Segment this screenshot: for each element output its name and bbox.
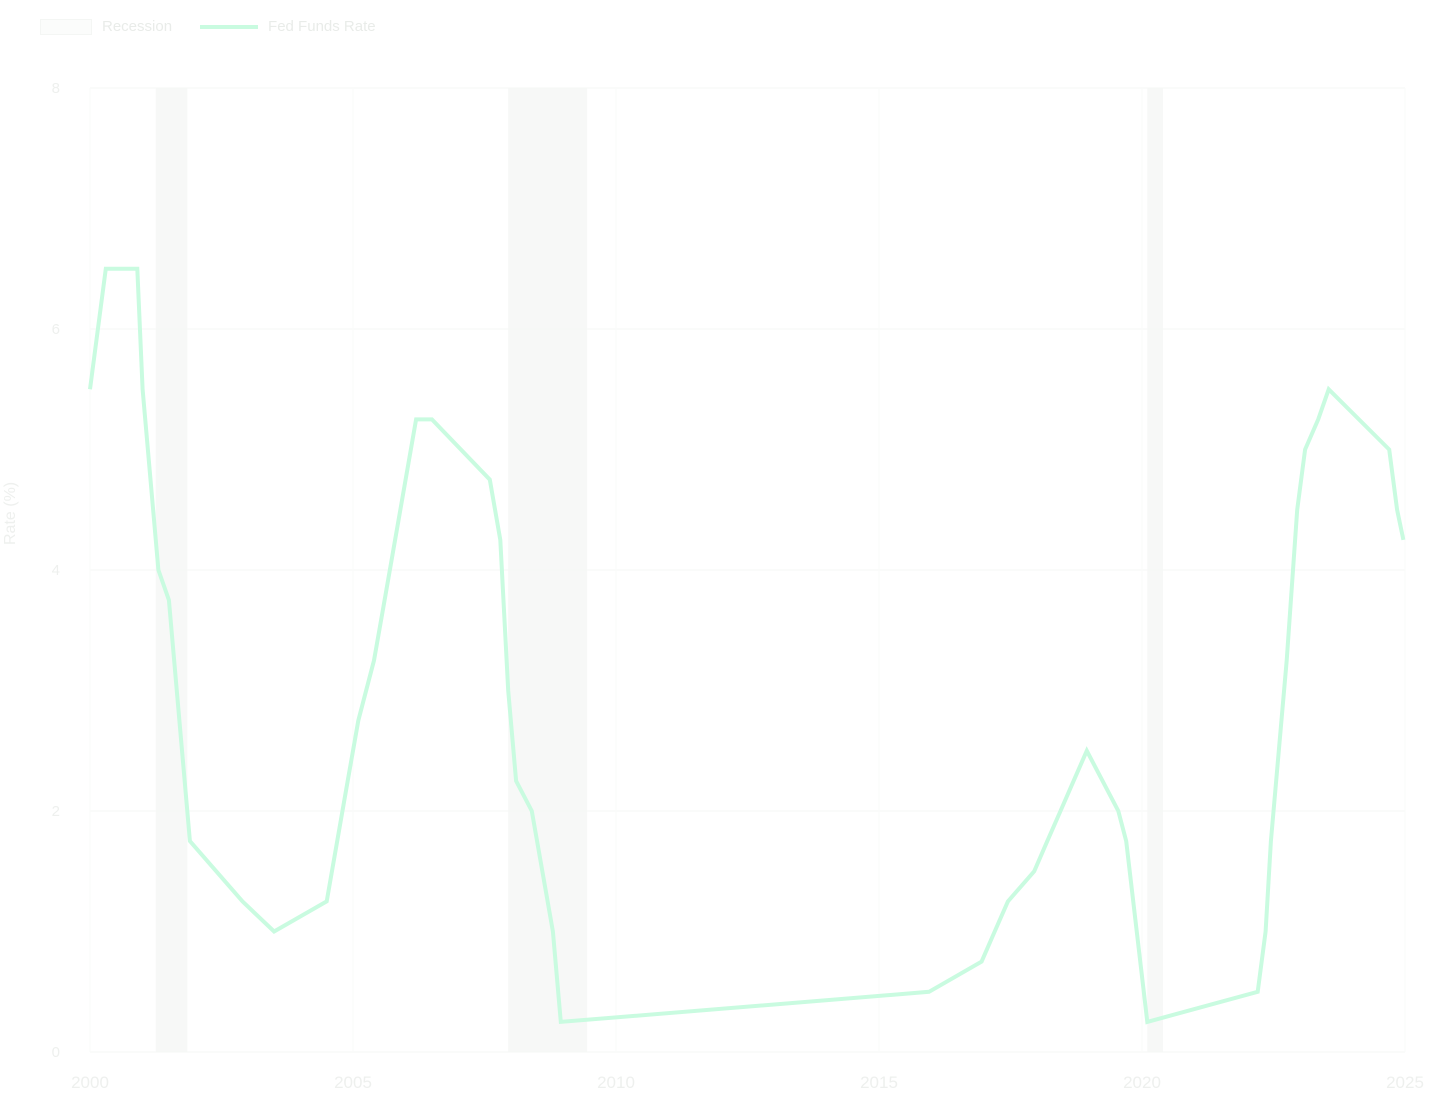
y-tick-label: 6	[52, 321, 60, 338]
x-tick-label: 2005	[334, 1073, 372, 1092]
x-tick-label: 2025	[1386, 1073, 1424, 1092]
y-tick-label: 0	[52, 1044, 60, 1061]
y-tick-label: 4	[52, 562, 60, 579]
legend-swatch-recession	[40, 18, 92, 35]
legend-swatch-fed-funds	[200, 24, 259, 29]
legend: Recession Fed Funds Rate	[40, 18, 376, 35]
legend-label-recession: Recession	[102, 18, 173, 35]
legend-label-fed-funds: Fed Funds Rate	[268, 18, 376, 35]
x-tick-labels: 2000 2005 2010 2015 2020 2025	[71, 1073, 1424, 1092]
y-tick-label: 2	[52, 803, 60, 820]
y-tick-label: 8	[52, 80, 60, 97]
series-lines	[88, 266, 1406, 1025]
legend-item-recession[interactable]: Recession	[40, 18, 172, 35]
y-tick-labels: 0 2 4 6 8	[52, 80, 60, 1061]
x-tick-label: 2000	[71, 1073, 109, 1092]
x-tick-label: 2010	[597, 1073, 635, 1092]
x-tick-label: 2015	[860, 1073, 898, 1092]
y-axis-label: Rate (%)	[2, 481, 19, 545]
legend-item-fed-funds[interactable]: Fed Funds Rate	[200, 18, 376, 35]
x-tick-label: 2020	[1123, 1073, 1161, 1092]
series-line-fed-funds	[88, 266, 1406, 1025]
gridlines	[89, 87, 1406, 1053]
